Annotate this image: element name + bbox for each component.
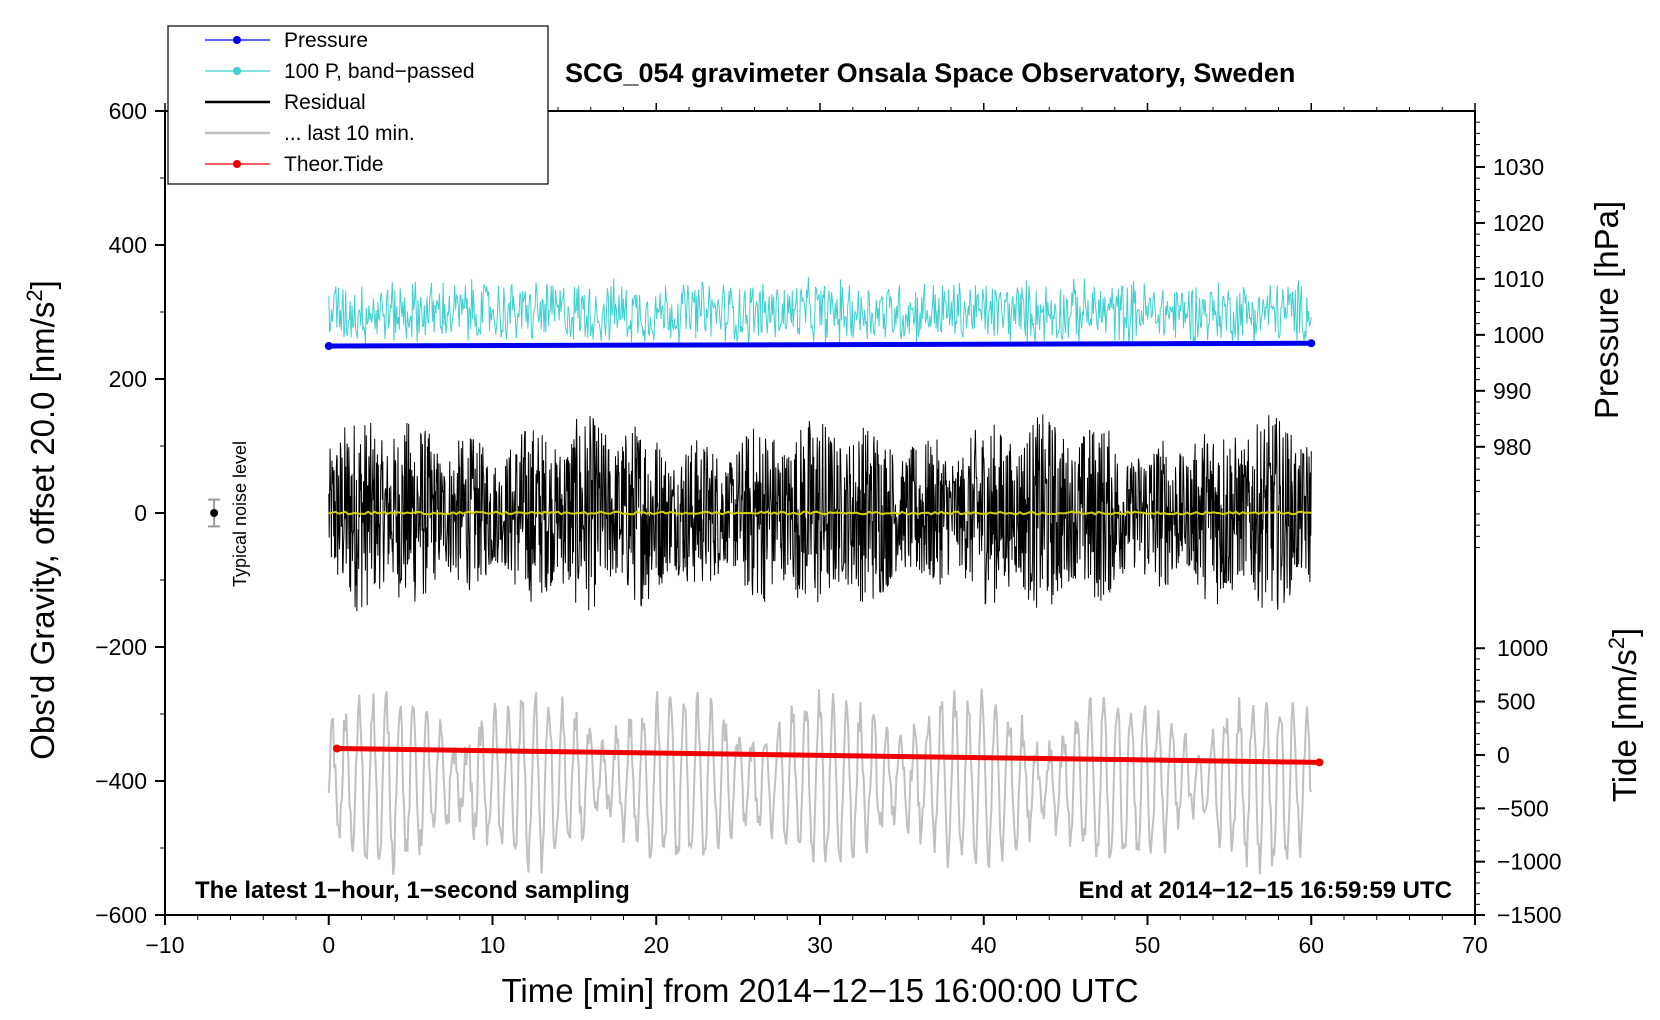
x-axis: −10 0 10 20 30 40 50 60 70 <box>145 103 1488 958</box>
y-axis-left: −600 −400 −200 0 200 400 600 <box>95 98 165 928</box>
sampling-note: The latest 1−hour, 1−second sampling <box>195 877 630 904</box>
y-tick-label: 200 <box>109 366 147 392</box>
pressure-tick-label: 1020 <box>1493 210 1544 236</box>
smoothed-residual-line <box>328 510 1312 516</box>
tide-axis-title: Tide [nm/s2] <box>1604 628 1643 802</box>
x-axis-title: Time [min] from 2014−12−15 16:00:00 UTC <box>501 972 1138 1009</box>
y-axis-left-title-main: Obs'd Gravity, offset 20.0 [nm/s <box>24 302 61 760</box>
band-passed-pressure-line <box>328 276 1312 347</box>
legend-label: Pressure <box>284 29 368 52</box>
pressure-tick-label: 1010 <box>1493 266 1544 292</box>
x-tick-label: 40 <box>971 932 997 958</box>
legend-label: Theor.Tide <box>284 153 384 176</box>
y-axis-left-title-sup: 2 <box>22 289 47 301</box>
legend-box <box>167 25 549 185</box>
theoretical-tide-line <box>336 746 1320 765</box>
legend-label: Residual <box>284 91 366 114</box>
pressure-axis-title: Pressure [hPa] <box>1588 201 1625 419</box>
y-tick-label: 400 <box>109 232 147 258</box>
tide-axis-title-close: ] <box>1606 628 1643 637</box>
pressure-tick-label: 990 <box>1493 378 1531 404</box>
noise-label: Typical noise level <box>230 441 250 587</box>
tide-tick-label: 1000 <box>1497 635 1548 661</box>
pressure-line <box>328 340 1312 349</box>
pressure-tick-label: 1000 <box>1493 322 1544 348</box>
tide-axis: −1500 −1000 −500 0 500 1000 <box>1475 635 1562 928</box>
x-tick-label: 20 <box>643 932 669 958</box>
y-axis-left-title-close: ] <box>24 280 61 289</box>
tide-tick-label: −1000 <box>1497 849 1562 875</box>
pressure-tick-label: 1030 <box>1493 154 1544 180</box>
legend-marker <box>233 67 241 75</box>
y-axis-left-title: Obs'd Gravity, offset 20.0 [nm/s2] <box>22 280 61 760</box>
y-tick-label: −200 <box>95 634 147 660</box>
tide-axis-title-sup: 2 <box>1604 637 1629 649</box>
x-tick-label: 30 <box>807 932 833 958</box>
end-time-note: End at 2014−12−15 16:59:59 UTC <box>1078 877 1452 904</box>
y-tick-label: −400 <box>95 768 147 794</box>
tide-start-point <box>332 744 341 753</box>
noise-point <box>210 509 219 517</box>
legend-marker <box>233 36 241 44</box>
residual-line <box>328 414 1312 612</box>
tide-tick-label: −1500 <box>1497 902 1562 928</box>
tide-end-point <box>1315 758 1324 767</box>
last-10-min-line <box>327 688 1313 875</box>
x-tick-label: −10 <box>145 932 184 958</box>
y-tick-label: 600 <box>109 98 147 124</box>
legend-label: ... last 10 min. <box>284 122 415 145</box>
legend-marker <box>233 160 241 168</box>
pressure-axis: 980 990 1000 1010 1020 1030 <box>1475 121 1544 549</box>
tide-tick-label: −500 <box>1497 795 1549 821</box>
chart-title: SCG_054 gravimeter Onsala Space Observat… <box>565 58 1295 88</box>
pressure-tick-label: 980 <box>1493 434 1531 460</box>
y-tick-label: 0 <box>134 500 147 526</box>
x-tick-label: 60 <box>1298 932 1324 958</box>
x-tick-label: 50 <box>1135 932 1161 958</box>
x-tick-label: 70 <box>1462 932 1488 958</box>
series-layer <box>324 276 1324 875</box>
noise-indicator <box>208 498 221 528</box>
tide-axis-title-main: Tide [nm/s <box>1606 649 1643 802</box>
legend-label: 100 P, band−passed <box>284 60 475 83</box>
pressure-end-point <box>1307 339 1316 348</box>
tide-tick-label: 500 <box>1497 689 1535 715</box>
tide-tick-label: 0 <box>1497 742 1510 768</box>
x-tick-label: 10 <box>480 932 506 958</box>
y-tick-label: −600 <box>95 902 147 928</box>
pressure-start-point <box>324 342 333 351</box>
legend: Pressure 100 P, band−passed Residual ... la… <box>167 25 549 185</box>
x-tick-label: 0 <box>322 932 335 958</box>
